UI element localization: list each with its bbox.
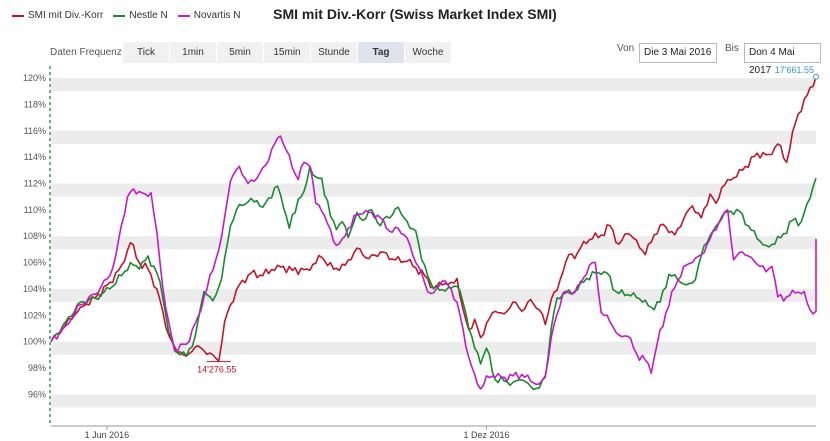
freq-button-5min[interactable]: 5min — [217, 42, 264, 63]
legend-swatch-nestle — [113, 14, 126, 17]
legend-item-nestle[interactable]: Nestle N — [113, 10, 168, 21]
frequency-button-group: Tick 1min 5min 15min Stunde Tag Woche — [123, 42, 452, 63]
freq-button-tag[interactable]: Tag — [358, 42, 405, 63]
from-date-input[interactable]: Die 3 Mai 2016 — [639, 43, 717, 63]
y-tick-label: 102% — [23, 310, 46, 320]
legend-swatch-novartis — [177, 14, 190, 17]
x-tick-label: 1 Dez 2016 — [463, 430, 509, 440]
grid-band — [51, 183, 816, 197]
freq-button-woche[interactable]: Woche — [405, 42, 452, 63]
legend-item-smi[interactable]: SMI mit Div.-Korr — [12, 10, 103, 21]
x-axis: 1 Jun 2016 1 Dez 2016 — [51, 425, 816, 440]
last-value-label: 17'661.55 — [775, 65, 814, 75]
frequency-label: Daten Frequenz — [50, 47, 122, 58]
y-tick-label: 98% — [28, 363, 46, 373]
to-label: Bis — [725, 43, 739, 54]
grid-band — [51, 394, 816, 408]
legend-swatch-smi — [12, 14, 24, 17]
y-tick-label: 116% — [24, 126, 46, 136]
last-value-marker — [813, 73, 819, 80]
series-line-novartis — [50, 135, 817, 390]
y-tick-label: 96% — [28, 389, 46, 399]
grid-bands — [51, 78, 816, 408]
freq-button-1min[interactable]: 1min — [170, 42, 217, 63]
y-tick-label: 118% — [24, 99, 46, 109]
from-label: Von — [617, 43, 635, 54]
legend-item-novartis[interactable]: Novartis N — [177, 10, 241, 21]
y-tick-label: 106% — [23, 258, 46, 268]
x-tick-label: 1 Jun 2016 — [85, 430, 130, 440]
freq-button-15min[interactable]: 15min — [264, 42, 311, 63]
y-tick-label: 110% — [24, 205, 46, 215]
y-tick-label: 104% — [23, 284, 46, 294]
legend-label-novartis: Novartis N — [193, 10, 241, 21]
freq-button-tick[interactable]: Tick — [123, 42, 170, 63]
to-date-input[interactable]: Don 4 Mai 2017 — [744, 43, 821, 76]
grid-band — [51, 341, 816, 355]
grid-band — [51, 288, 816, 303]
grid-band — [51, 130, 816, 144]
y-tick-label: 112% — [24, 179, 46, 189]
y-tick-label: 108% — [23, 231, 46, 241]
y-tick-label: 100% — [23, 337, 46, 347]
grid-band — [51, 78, 816, 92]
series-lines — [50, 76, 817, 391]
min-value-label: 14'276.55 — [197, 365, 236, 375]
series-line-nestle — [50, 165, 817, 391]
annotations: 17'661.55 14'276.55 — [197, 65, 819, 375]
chart-title: SMI mit Div.-Korr (Swiss Market Index SM… — [273, 6, 557, 22]
legend-label-smi: SMI mit Div.-Korr — [28, 10, 104, 21]
y-tick-label: 114% — [24, 152, 46, 162]
y-axis: 96% 98% 100% 102% 104% 106% 108% 110% 112% 114% 11… — [23, 66, 51, 426]
chart-legend: SMI mit Div.-Korr Nestle N Novartis N — [12, 10, 240, 21]
legend-label-nestle: Nestle N — [129, 10, 168, 21]
freq-button-stunde[interactable]: Stunde — [311, 42, 358, 63]
y-tick-label: 120% — [23, 73, 46, 83]
grid-band — [51, 236, 816, 250]
